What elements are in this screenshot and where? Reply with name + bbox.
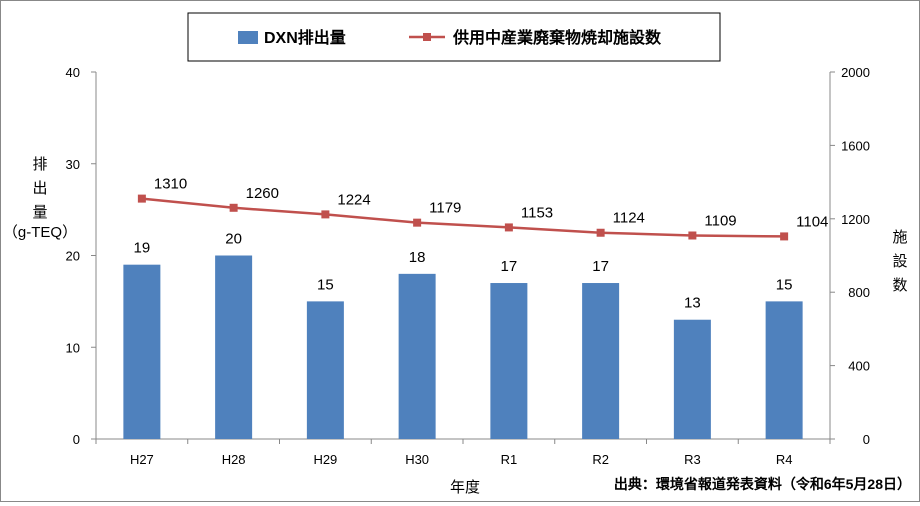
bar-data-label: 13 <box>684 295 701 312</box>
line-data-label: 1104 <box>796 213 828 230</box>
bar-data-label: 15 <box>317 276 334 293</box>
right-y-tick-label: 1200 <box>841 212 870 227</box>
legend-box <box>187 12 721 62</box>
bar <box>673 319 711 439</box>
line-data-label: 1109 <box>704 212 736 229</box>
bar-data-label: 17 <box>592 258 609 275</box>
right-y-tick-label: 2000 <box>841 65 870 80</box>
left-y-tick-label: 10 <box>66 340 80 355</box>
line-point <box>504 223 513 232</box>
legend-bar-swatch <box>238 31 258 44</box>
left-axis-title-char-2: 出 <box>32 180 47 197</box>
right-y-ticks: 0 400 800 1200 1600 2000 <box>830 65 870 447</box>
bar <box>215 255 253 439</box>
line-point <box>596 228 605 237</box>
line-point <box>321 210 330 219</box>
right-y-tick-label: 0 <box>863 432 870 447</box>
bar <box>490 283 528 439</box>
left-axis-title-char-3: 量 <box>32 204 47 221</box>
bar <box>765 301 803 439</box>
bar-data-label: 15 <box>776 276 793 293</box>
right-y-tick-label: 1600 <box>841 138 870 153</box>
legend: DXN排出量 供用中産業廃棄物焼却施設数 <box>187 12 721 62</box>
bar <box>398 273 436 439</box>
line-point <box>780 232 789 241</box>
line-series <box>137 194 789 241</box>
left-y-ticks: 0 10 20 30 40 <box>66 65 96 447</box>
x-tick-label: R1 <box>501 452 518 467</box>
line-data-labels: 1310 1260 1224 1179 1153 1124 1109 1104 <box>154 176 829 231</box>
line-path <box>141 197 785 238</box>
left-y-tick-label: 40 <box>66 65 80 80</box>
right-axis-title-char-2: 設 <box>892 253 907 270</box>
left-y-tick-label: 20 <box>66 249 80 264</box>
line-data-label: 1310 <box>154 176 187 193</box>
legend-line-label: 供用中産業廃棄物焼却施設数 <box>452 28 662 47</box>
x-tick-label: R3 <box>684 452 701 467</box>
line-point <box>229 203 238 212</box>
x-ticks: H27 H28 H29 H30 R1 R2 R3 R4 <box>95 439 831 467</box>
line-point <box>137 194 146 203</box>
bar-data-label: 20 <box>225 231 242 248</box>
right-axis-title: 施 設 数 <box>892 229 907 294</box>
x-axis-title: 年度 <box>450 479 480 496</box>
x-tick-label: R4 <box>776 452 793 467</box>
line-data-label: 1224 <box>337 191 370 208</box>
line-point <box>413 218 422 227</box>
line-data-label: 1179 <box>429 200 461 217</box>
right-axis-title-char-1: 施 <box>892 229 907 246</box>
right-y-tick-label: 400 <box>848 359 870 374</box>
source-note: 出典：環境省報道発表資料（令和6年5月28日） <box>614 476 911 492</box>
left-y-tick-label: 30 <box>66 157 80 172</box>
line-point <box>688 231 697 240</box>
bar-data-labels: 19 20 15 18 17 17 13 15 <box>134 231 793 312</box>
bar <box>582 283 620 439</box>
legend-bar-label: DXN排出量 <box>264 28 346 47</box>
line-data-label: 1124 <box>613 210 645 227</box>
x-tick-label: H28 <box>222 452 246 467</box>
left-axis-title: 排 出 量 （g-TEQ） <box>3 156 77 241</box>
bar-data-label: 19 <box>134 240 151 257</box>
x-tick-label: R2 <box>592 452 609 467</box>
right-axis-title-char-3: 数 <box>892 277 907 294</box>
left-axis-title-char-1: 排 <box>32 156 47 173</box>
right-y-tick-label: 800 <box>848 285 870 300</box>
bar-series <box>123 255 803 439</box>
x-tick-label: H30 <box>405 452 429 467</box>
bar-data-label: 17 <box>501 258 518 275</box>
line-data-label: 1260 <box>246 185 279 202</box>
legend-line-marker <box>423 33 431 41</box>
line-data-label: 1153 <box>521 204 553 221</box>
x-tick-label: H29 <box>313 452 337 467</box>
bar <box>306 301 344 439</box>
bar <box>123 264 161 439</box>
left-axis-title-unit: （g-TEQ） <box>3 224 77 241</box>
left-y-tick-label: 0 <box>73 432 80 447</box>
bar-data-label: 18 <box>409 249 426 266</box>
x-tick-label: H27 <box>130 452 154 467</box>
